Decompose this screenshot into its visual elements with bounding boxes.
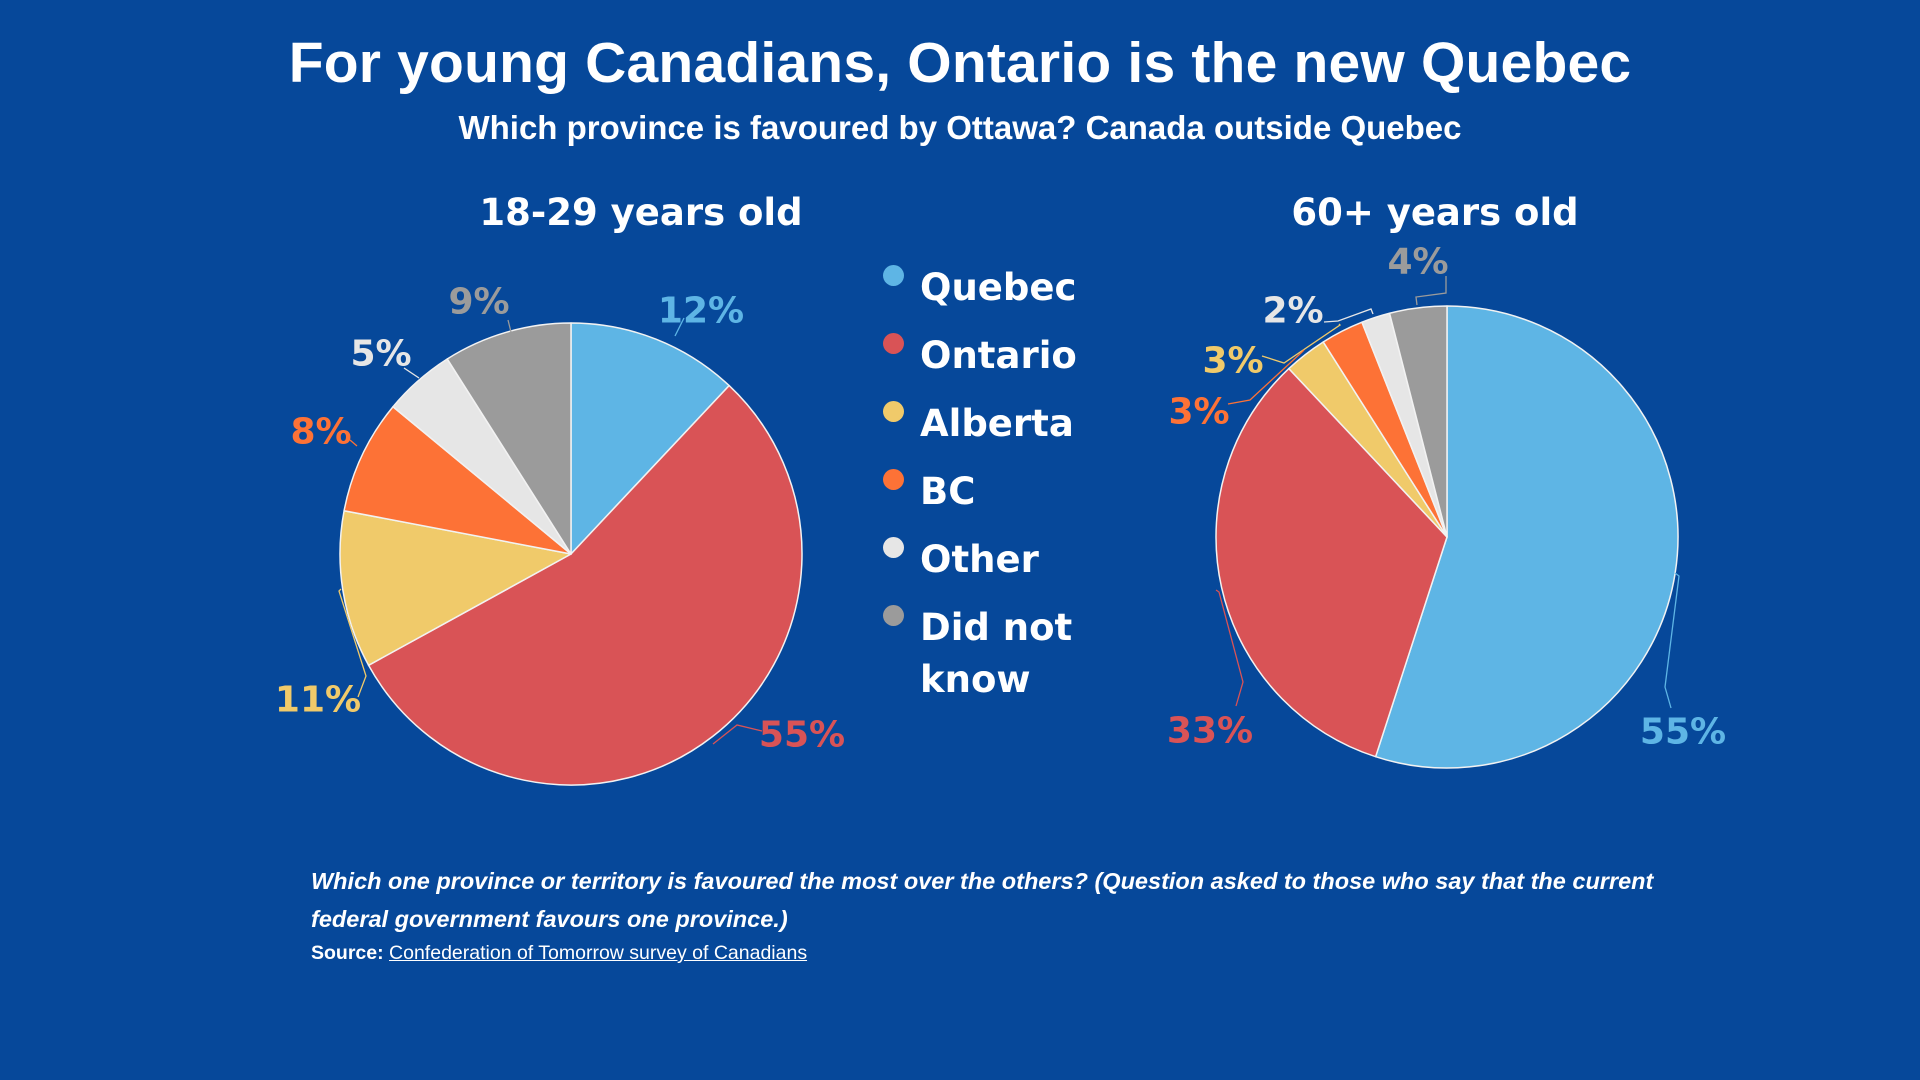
pie-18-29: 12% 55% 11% 8% 5% 9% xyxy=(275,282,845,786)
data-label-did-not-know: 4% xyxy=(1387,242,1448,283)
legend-swatch-quebec xyxy=(883,265,904,286)
pie-title-18-29: 18-29 years old xyxy=(479,191,803,234)
pie-slice-alberta xyxy=(339,509,572,667)
pie-slice-bc xyxy=(343,406,572,555)
legend-item-quebec: Quebec xyxy=(880,260,1120,328)
legend-swatch-alberta xyxy=(883,401,904,422)
survey-question-note: Which one province or territory is favou… xyxy=(311,868,1654,932)
legend-swatch-ontario xyxy=(883,333,904,354)
pie-slice-ontario xyxy=(367,384,803,786)
pie-slice-quebec xyxy=(570,322,730,555)
pie-title-60-plus: 60+ years old xyxy=(1291,191,1579,234)
leader-line-other xyxy=(1323,308,1374,323)
leader-line-bc xyxy=(349,439,358,447)
pie-slice-ontario xyxy=(1215,367,1448,758)
leader-line-quebec xyxy=(674,317,685,337)
pie-slice-did-not-know xyxy=(446,322,572,555)
leader-line-ontario xyxy=(712,724,763,745)
legend-label: Other xyxy=(920,538,1039,581)
data-label-bc: 8% xyxy=(290,412,351,453)
leader-line-ontario xyxy=(1215,589,1244,707)
data-label-bc: 3% xyxy=(1168,392,1229,433)
legend-swatch-other xyxy=(883,537,904,558)
legend-item-did-not-know: Did not know xyxy=(880,600,1120,701)
leader-line-did-not-know xyxy=(1415,276,1447,306)
source-link[interactable]: Confederation of Tomorrow survey of Cana… xyxy=(389,942,808,964)
chart-title: For young Canadians, Ontario is the new … xyxy=(288,31,1632,95)
data-label-did-not-know: 9% xyxy=(448,282,509,323)
data-label-alberta: 3% xyxy=(1202,341,1263,382)
leader-line-alberta xyxy=(1261,323,1342,364)
leader-line-other xyxy=(403,367,420,379)
legend-label: Alberta xyxy=(920,402,1074,445)
legend-item-ontario: Ontario xyxy=(880,328,1120,396)
leader-line-bc xyxy=(1227,349,1305,405)
data-label-other: 2% xyxy=(1262,291,1323,332)
chart-subtitle: Which province is favoured by Ottawa? Ca… xyxy=(458,109,1462,146)
data-label-quebec: 12% xyxy=(658,291,744,332)
data-label-ontario: 55% xyxy=(759,715,845,756)
data-label-quebec: 55% xyxy=(1640,712,1726,753)
pie-60-plus: 55% 33% 3% 3% 2% 4% xyxy=(1167,242,1726,769)
legend-item-alberta: Alberta xyxy=(880,396,1120,464)
data-label-alberta: 11% xyxy=(275,680,361,721)
data-label-ontario: 33% xyxy=(1167,711,1253,752)
legend-item-bc: BC xyxy=(880,464,1120,532)
legend-swatch-did-not-know xyxy=(883,605,904,626)
legend-label: Ontario xyxy=(920,334,1077,377)
legend-label: Quebec xyxy=(920,266,1077,309)
source-label: Source: xyxy=(311,942,384,964)
legend-swatch-bc xyxy=(883,469,904,490)
legend-item-other: Other xyxy=(880,532,1120,600)
source-line: Source: Confederation of Tomorrow survey… xyxy=(311,940,807,966)
legend-label: BC xyxy=(920,470,976,513)
leader-line-alberta xyxy=(338,588,367,698)
leader-line-quebec xyxy=(1664,572,1680,709)
leader-line-did-not-know xyxy=(507,319,512,333)
legend: Quebec Ontario Alberta BC Other Did not … xyxy=(880,260,1120,701)
legend-label: Did not know xyxy=(920,606,1073,701)
data-label-other: 5% xyxy=(350,334,411,375)
pie-slice-did-not-know xyxy=(1388,305,1448,538)
